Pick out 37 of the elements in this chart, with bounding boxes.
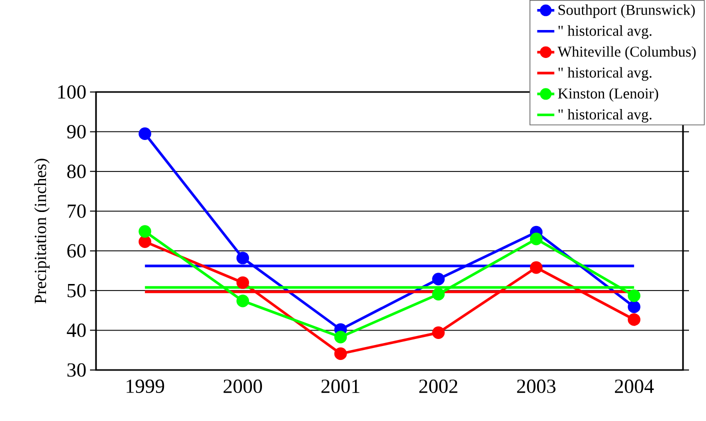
- y-tick-label: 70: [68, 204, 86, 218]
- x-tick-label: 1999: [126, 380, 164, 393]
- x-tick-label: 2000: [224, 380, 262, 394]
- y-tick-label: 50: [68, 284, 86, 298]
- y-tick-label: 100: [58, 85, 86, 99]
- point: [432, 288, 445, 300]
- y-tick-label: 30: [67, 363, 86, 377]
- x-tick-label: 2003: [517, 380, 556, 394]
- point: [432, 326, 445, 339]
- x-tick-label: 2001: [321, 380, 360, 394]
- point: [628, 289, 640, 302]
- legend-label: " historical avg.: [558, 25, 652, 39]
- legend-label: Kinston (Lenoir): [558, 88, 658, 102]
- point: [236, 294, 250, 308]
- legend-label: " historical avg.: [558, 108, 652, 123]
- point: [530, 232, 543, 246]
- point: [138, 225, 152, 238]
- x-tick-label: 2004: [614, 380, 654, 394]
- y-tick-label: 60: [67, 244, 86, 258]
- point: [138, 235, 152, 248]
- point: [138, 127, 152, 140]
- point: [628, 300, 640, 314]
- point: [530, 261, 543, 274]
- y-tick-label: 90: [67, 124, 86, 138]
- point: [236, 276, 250, 289]
- point: [236, 252, 250, 264]
- point: [334, 347, 347, 360]
- point: [334, 330, 347, 344]
- y-axis-title: Precipitation (inches): [34, 158, 50, 304]
- x-tick-label: 2002: [419, 380, 458, 394]
- y-tick-label: 80: [67, 164, 86, 178]
- point: [432, 272, 445, 286]
- y-tick-label: 40: [66, 324, 86, 338]
- legend-label: " historical avg.: [558, 67, 652, 81]
- legend-label: Southport (Brunswick): [558, 4, 695, 18]
- legend-label: Whiteville (Columbus): [558, 46, 696, 60]
- point: [628, 313, 640, 326]
